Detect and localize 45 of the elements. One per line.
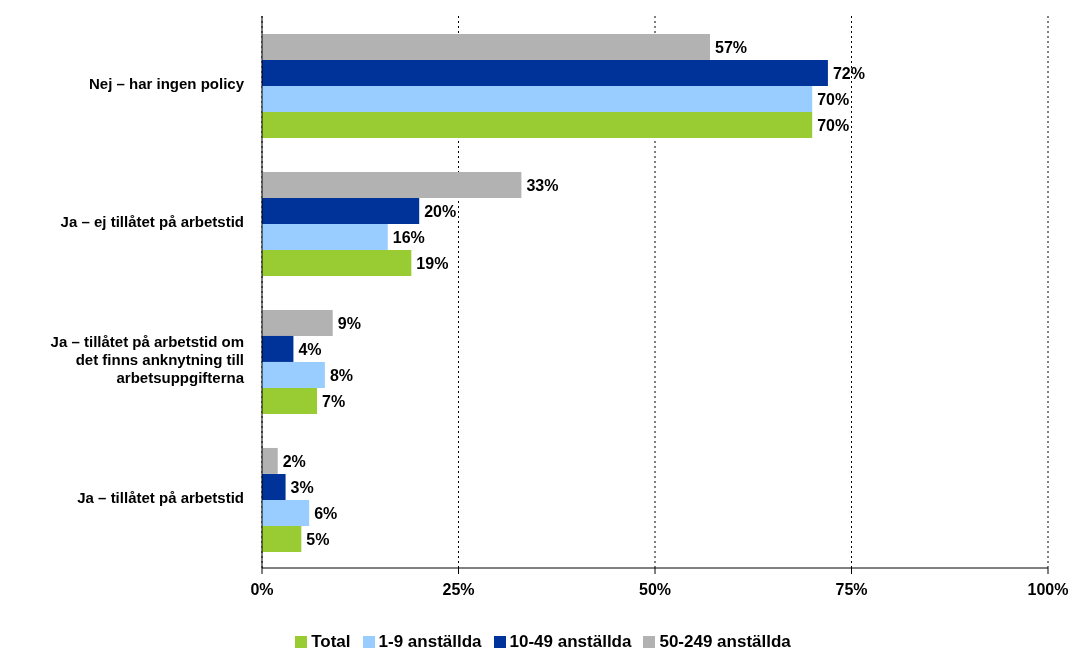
y-tick-label: Ja – tillåtet på arbetstid om det finns anknytning till arbetsuppgifterna [50,332,245,386]
x-tick-label: 50% [638,581,672,599]
bar [262,85,813,112]
bar [262,223,388,250]
bar [262,249,412,276]
legend-label: Total [311,632,351,652]
data-label: 70% [817,116,850,134]
y-tick-label: Ja – ej tillåtet på arbetstid [60,212,244,230]
legend-label: 10-49 anställda [509,632,632,652]
x-tick-label: 100% [1027,581,1069,599]
bar [262,335,294,362]
bar [262,499,310,526]
data-label: 5% [306,530,330,548]
data-label: 57% [715,38,748,56]
data-label: 6% [314,504,338,522]
bar [262,387,318,414]
y-tick-label: Nej – har ingen policy [88,74,245,92]
data-label: 8% [329,366,354,384]
data-label: 20% [424,202,457,220]
data-label: 72% [832,64,865,82]
data-label: 16% [392,228,425,246]
data-label: 4% [298,340,322,358]
bar [262,473,286,500]
data-label: 3% [290,478,314,496]
data-label: 33% [526,176,559,194]
bar [262,361,325,388]
y-tick-label: Ja – tillåtet på arbetstid [77,488,244,506]
bar [262,197,420,224]
bar [262,447,278,474]
bar [262,171,522,198]
bar [262,33,711,60]
legend-label: 1-9 anställda [378,632,482,652]
data-label: 2% [282,452,306,470]
x-tick-label: 25% [442,581,475,599]
bar [262,525,302,552]
data-label: 70% [817,90,850,108]
bar [262,111,813,138]
x-tick-label: 0% [250,581,274,599]
bar [262,309,333,336]
data-label: 19% [416,254,449,272]
data-label: 9% [337,314,361,332]
x-tick-label: 75% [835,581,868,599]
data-label: 7% [322,392,346,410]
legend-label: 50-249 anställda [659,632,791,652]
bar [262,59,828,86]
